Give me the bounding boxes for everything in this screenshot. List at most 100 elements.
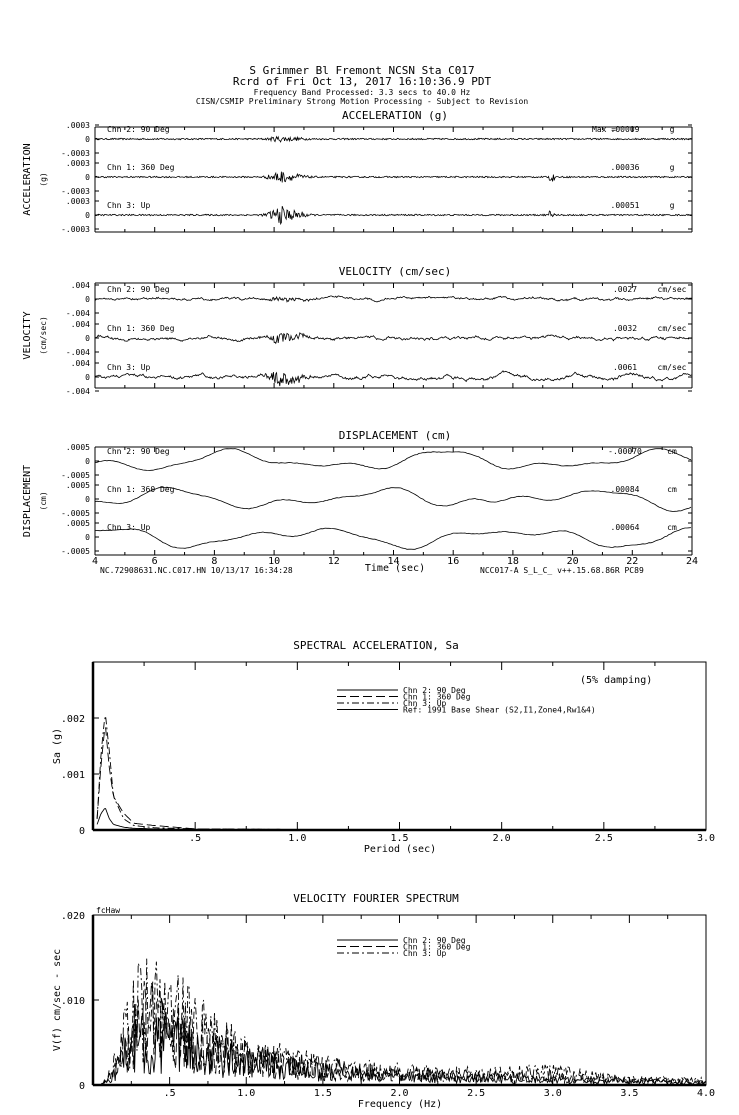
channel-max-value: .0032 [613, 324, 637, 333]
x-tick-label: 3.5 [620, 1088, 638, 1099]
corner-label: fcHaw [96, 906, 120, 915]
channel-max-unit: cm/sec [658, 285, 687, 294]
channel-max-unit: cm/sec [658, 324, 687, 333]
series-line [96, 715, 706, 831]
channel-label: Chn 2: 90 Deg [107, 447, 170, 456]
channel-max-unit: g [670, 201, 675, 210]
legend-label: Chn 2: 90 Deg [403, 936, 466, 945]
channel-max-value: .00064 [611, 523, 640, 532]
x-tick-label: 8 [211, 556, 217, 567]
x-tick-label: 1.5 [390, 833, 408, 844]
channel-label: Chn 1: 360 Deg [107, 163, 175, 172]
series-line [100, 958, 707, 1086]
x-tick-label: 10 [268, 556, 280, 567]
x-tick-label: 14 [387, 556, 399, 567]
x-tick-label: 2.5 [467, 1088, 485, 1099]
y-axis-unit: (g) [39, 172, 48, 186]
channel-max-unit: g [670, 125, 675, 134]
x-tick-label: 24 [686, 556, 698, 567]
y-tick-label: .004 [71, 281, 90, 290]
y-tick-label: 0 [79, 1081, 85, 1092]
channel-label: Chn 3: Up [107, 523, 151, 532]
velocity-fourier-chart: VELOCITY FOURIER SPECTRUM .5 1.0 1.5 2.0 2.5 3… [52, 892, 715, 1110]
x-tick-label: 1.5 [314, 1088, 332, 1099]
y-tick-label: -.004 [66, 309, 90, 318]
x-tick-label: 6 [152, 556, 158, 567]
series-line [96, 808, 706, 831]
spectral-acceleration-chart: SPECTRAL ACCELERATION, Sa .5 1.0 1.5 2.0 2.5 3… [52, 639, 715, 855]
y-axis-unit: (cm/sec) [39, 316, 48, 355]
y-tick-label: .0005 [66, 519, 90, 528]
x-tick-label: 16 [447, 556, 459, 567]
channel-max-value: .00051 [611, 201, 640, 210]
header-record: Rcrd of Fri Oct 13, 2017 16:10:36.9 PDT [233, 75, 492, 88]
y-tick-label: 0 [85, 173, 90, 182]
waveform-trace [94, 205, 692, 226]
y-tick-label: .0005 [66, 481, 90, 490]
y-tick-label: .001 [61, 770, 85, 781]
y-tick-label: 0 [85, 295, 90, 304]
channel-max-value: .00084 [611, 485, 640, 494]
channel-label: Chn 3: Up [107, 363, 151, 372]
channel-max-unit: cm [667, 523, 677, 532]
velocity-panel: VELOCITY (cm/sec) VELOCITY (cm/sec) .004 0 -.… [22, 265, 693, 396]
x-tick-label: 3.0 [697, 833, 715, 844]
waveform-trace [94, 135, 692, 143]
x-axis-label: Time (sec) [365, 563, 425, 574]
waveform-trace [94, 486, 692, 512]
x-tick-label: .5 [189, 833, 201, 844]
channel-label: Chn 3: Up [107, 201, 151, 210]
panel-title: VELOCITY (cm/sec) [339, 265, 452, 278]
x-tick-label: 1.0 [288, 833, 306, 844]
legend-label: Ref: 1991 Base Shear (S2,I1,Zone4,Rw1&4) [403, 706, 596, 715]
y-tick-label: .004 [71, 320, 90, 329]
acceleration-panel: ACCELERATION (g) ACCELERATION (g) .0003 0 -.0… [22, 109, 693, 234]
chart-title: SPECTRAL ACCELERATION, Sa [293, 639, 459, 652]
y-tick-label: -.0005 [61, 509, 90, 518]
legend-label: Chn 1: 360 Deg [403, 943, 471, 952]
waveform-trace [94, 527, 692, 550]
y-tick-label: .002 [61, 714, 85, 725]
y-axis-label: ACCELERATION [22, 143, 33, 215]
waveform-trace [95, 370, 692, 387]
y-tick-label: 0 [85, 334, 90, 343]
waveform-trace [94, 332, 692, 345]
channel-max-value: -.00070 [608, 447, 642, 456]
channel-max-value: .00009 [611, 125, 640, 134]
panel-title: ACCELERATION (g) [342, 109, 448, 122]
y-axis-label: DISPLACEMENT [22, 465, 33, 537]
waveform-trace [94, 448, 692, 471]
channel-label: Chn 2: 90 Deg [107, 285, 170, 294]
y-tick-label: -.004 [66, 348, 90, 357]
x-tick-label: 1.0 [237, 1088, 255, 1099]
footer-left: NC.72908631.NC.C017.HN 10/13/17 16:34:28 [100, 566, 293, 575]
y-tick-label: -.0005 [61, 547, 90, 556]
y-tick-label: 0 [85, 373, 90, 382]
y-tick-label: -.0005 [61, 471, 90, 480]
channel-max-value: .0027 [613, 285, 637, 294]
y-tick-label: .020 [61, 911, 85, 922]
x-tick-label: 2.0 [493, 833, 511, 844]
channel-max-unit: g [670, 163, 675, 172]
max-label: Max = [592, 125, 616, 134]
y-axis-label: Sa (g) [52, 728, 63, 764]
y-tick-label: .010 [61, 996, 85, 1007]
channel-label: Chn 1: 360 Deg [107, 324, 175, 333]
y-tick-label: .0003 [66, 121, 90, 130]
channel-max-value: .00036 [611, 163, 640, 172]
series-line [96, 727, 706, 831]
x-tick-label: 18 [507, 556, 519, 567]
legend-label: Chn 3: Up [403, 949, 447, 958]
legend-label: Chn 3: Up [403, 699, 447, 708]
x-tick-label: 3.0 [544, 1088, 562, 1099]
header-disclaimer: CISN/CSMIP Preliminary Strong Motion Pro… [196, 97, 529, 106]
series-line [100, 981, 707, 1086]
header-station: S Grimmer Bl Fremont NCSN Sta C017 [249, 64, 474, 77]
y-axis-unit: (cm) [39, 491, 48, 510]
x-axis-label: Frequency (Hz) [358, 1099, 442, 1110]
waveform-trace [94, 295, 692, 303]
y-tick-label: -.0003 [61, 225, 90, 234]
y-tick-label: 0 [85, 495, 90, 504]
header-band: Frequency Band Processed: 3.3 secs to 40… [254, 88, 471, 97]
